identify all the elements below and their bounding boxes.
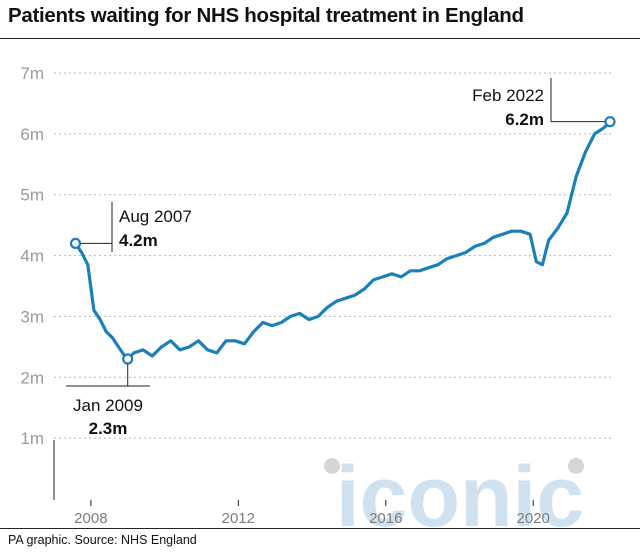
- y-tick-label: 2m: [20, 368, 44, 387]
- source-note: PA graphic. Source: NHS England: [8, 533, 197, 547]
- y-axis-ticks: 1m 2m 3m 4m 5m 6m 7m: [20, 64, 44, 448]
- annotation-date-feb-2022: Feb 2022: [472, 86, 544, 105]
- highlight-point: [122, 353, 134, 365]
- y-tick-label: 5m: [20, 186, 44, 205]
- watermark-dot: [324, 458, 340, 474]
- y-tick-label: 3m: [20, 307, 44, 326]
- x-axis-ticks: 2008 2012 2016 2020: [74, 500, 550, 527]
- annotation-value-feb-2022: 6.2m: [505, 110, 544, 129]
- x-tick-label: 2008: [74, 510, 107, 527]
- highlight-point: [604, 116, 616, 128]
- watermark: iconic: [324, 449, 584, 545]
- annotation-value-jan-2009: 2.3m: [89, 419, 128, 438]
- series-line: [73, 120, 612, 361]
- highlight-point: [69, 237, 82, 249]
- watermark-text: iconic: [336, 449, 585, 545]
- watermark-dot: [568, 458, 584, 474]
- y-tick-label: 6m: [20, 125, 44, 144]
- y-tick-label: 4m: [20, 247, 44, 266]
- series-layer: [69, 116, 616, 365]
- x-tick-label: 2016: [369, 510, 402, 527]
- annotation-date-aug-2007: Aug 2007: [119, 207, 192, 226]
- top-rule: [0, 38, 640, 39]
- chart-title: Patients waiting for NHS hospital treatm…: [8, 4, 524, 27]
- annotations: Aug 2007 4.2m Jan 2009 2.3m Feb 2022 6.2…: [66, 78, 605, 438]
- y-tick-label: 1m: [20, 429, 44, 448]
- gridlines: [54, 72, 612, 439]
- annotation-value-aug-2007: 4.2m: [119, 231, 158, 250]
- x-tick-label: 2012: [222, 510, 255, 527]
- x-tick-label: 2020: [517, 510, 550, 527]
- annotation-date-jan-2009: Jan 2009: [73, 396, 143, 415]
- bottom-rule: [0, 528, 640, 529]
- y-tick-label: 7m: [20, 64, 44, 83]
